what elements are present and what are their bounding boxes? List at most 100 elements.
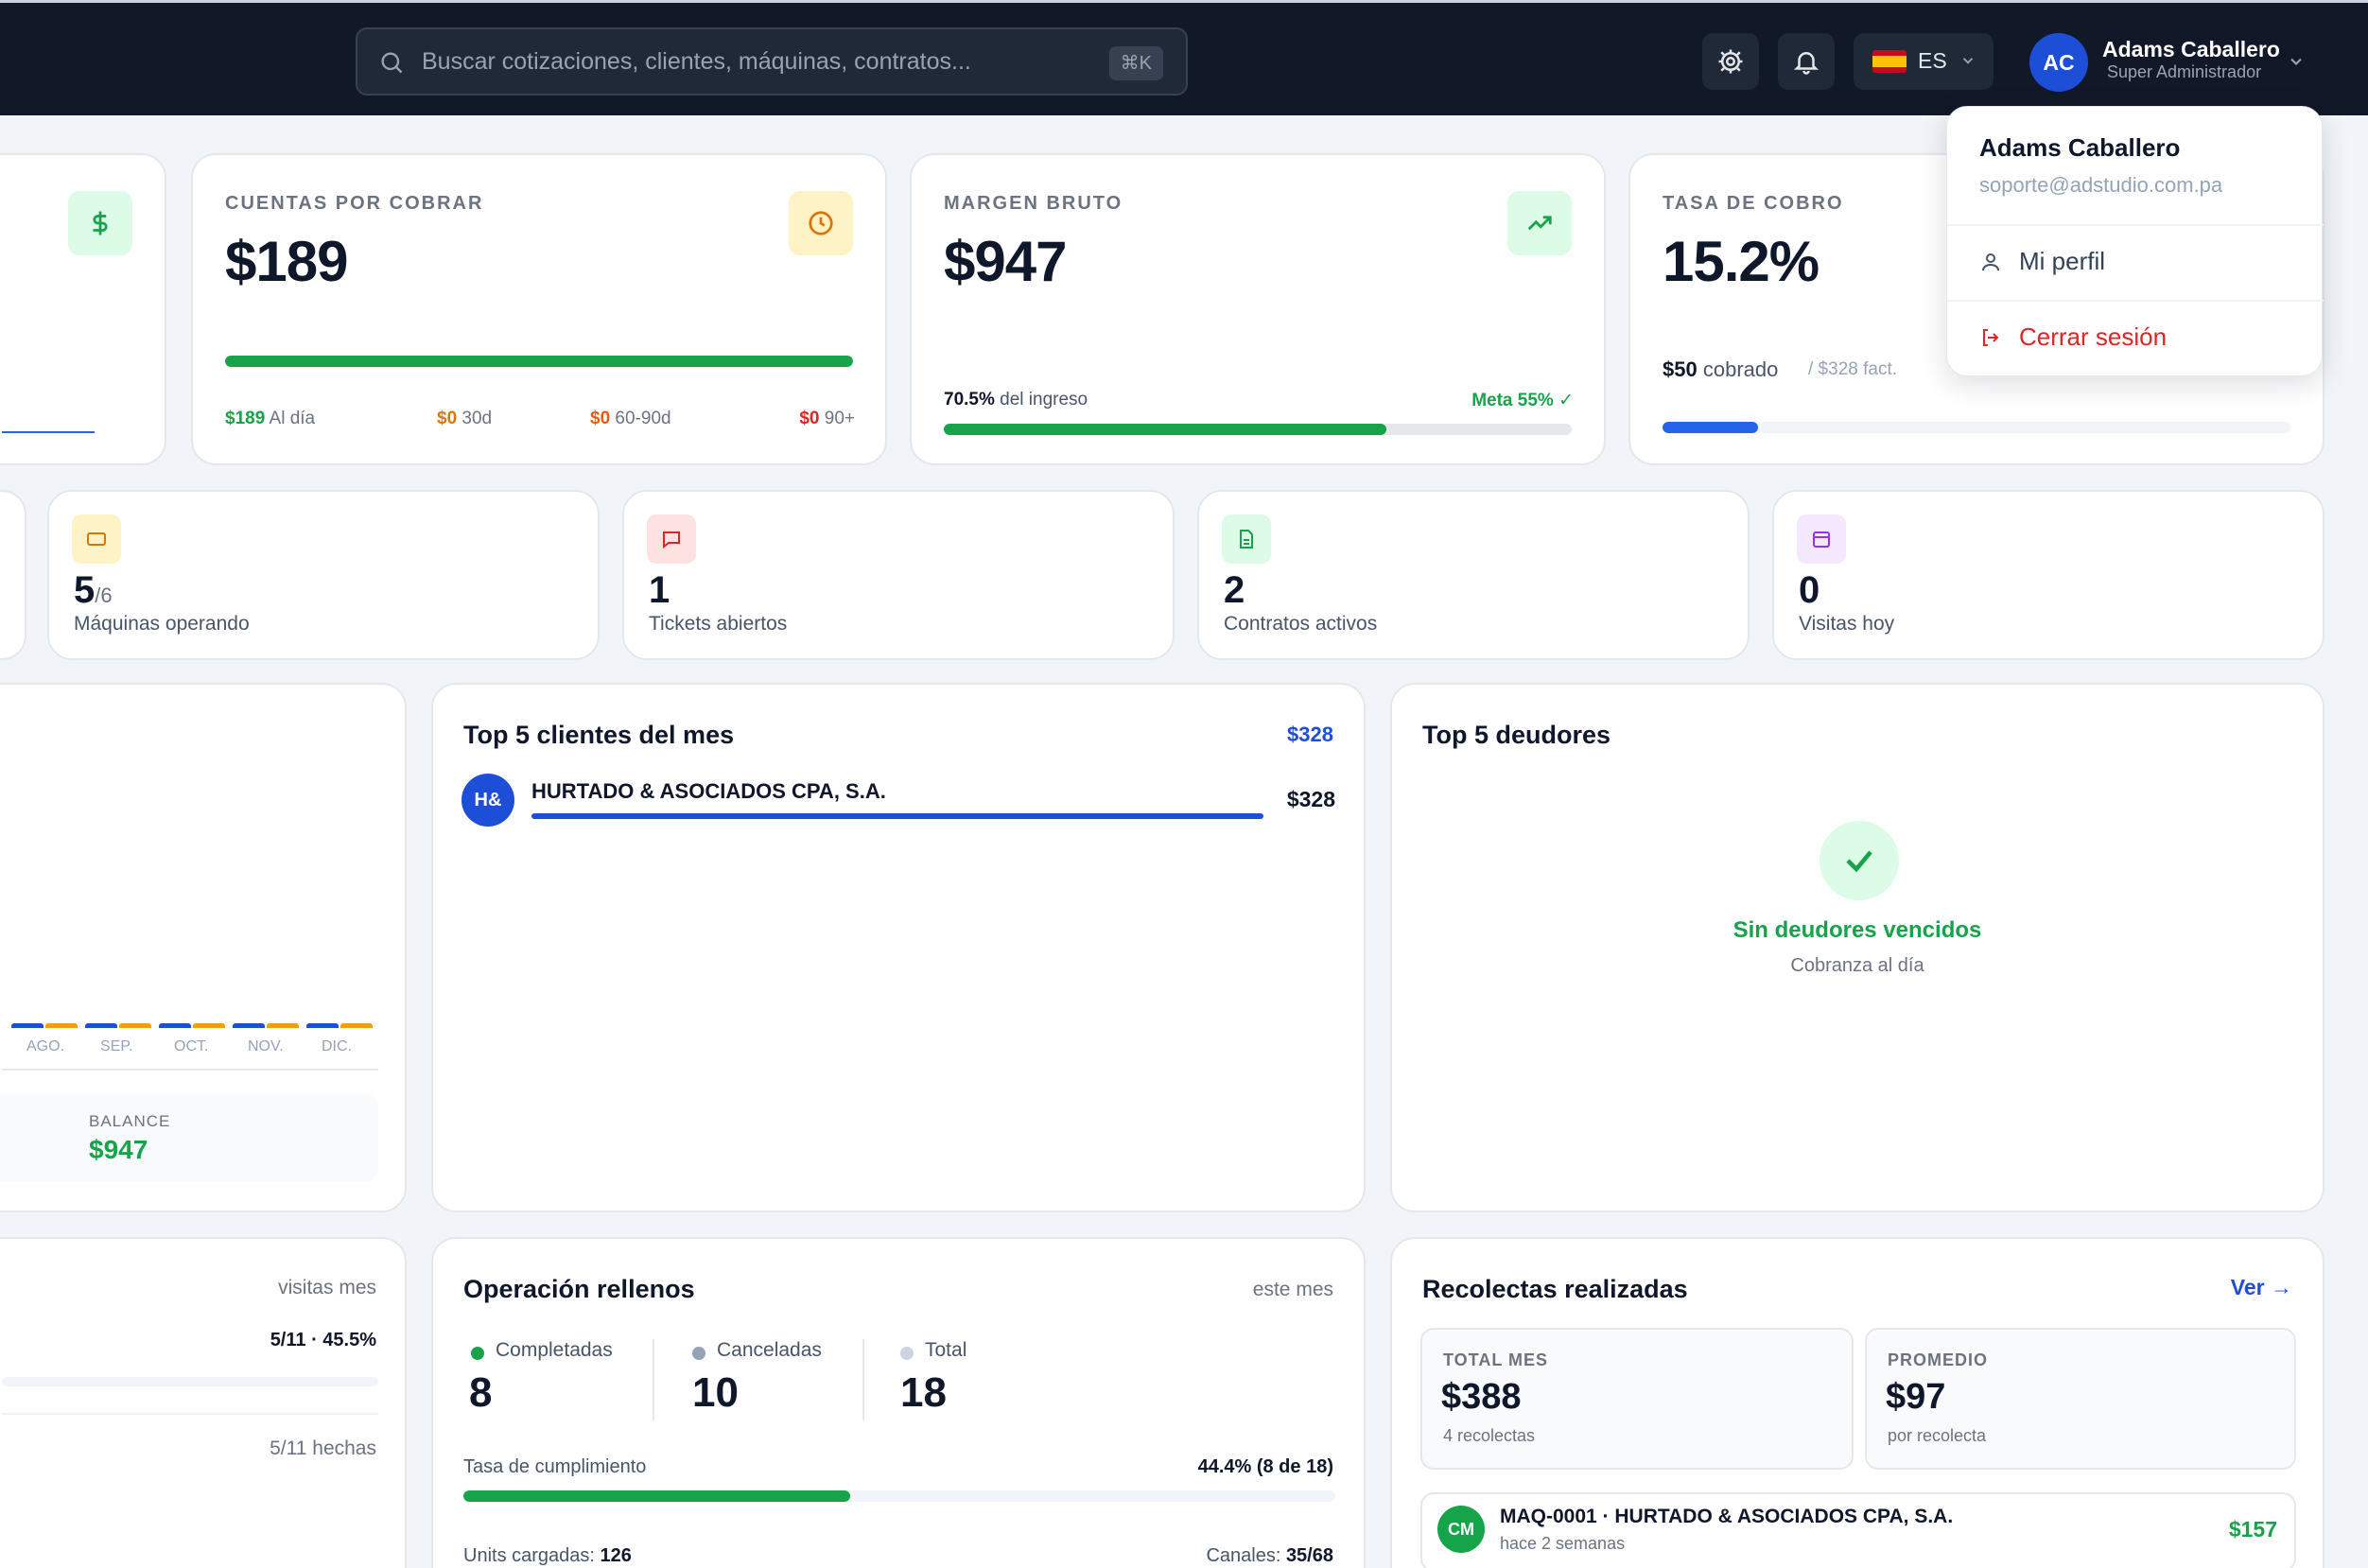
stat-card-partial xyxy=(0,490,26,660)
aging-bucket: $0 60-90d xyxy=(590,409,671,429)
chart-bar-expense xyxy=(193,1023,225,1028)
status-dot-cancelled xyxy=(692,1347,705,1360)
collection-amount: $157 xyxy=(2228,1517,2277,1542)
client-name: HURTADO & ASOCIADOS CPA, S.A. xyxy=(531,779,886,803)
aging-amount: $0 xyxy=(437,409,458,428)
aging-bucket: $189 Al día xyxy=(225,409,315,429)
kpi-label: MARGEN BRUTO xyxy=(944,193,1123,214)
refills-card: Operación rellenos este mes Completadas … xyxy=(431,1237,1366,1568)
collections-card: Recolectas realizadas Ver → TOTAL MES $3… xyxy=(1390,1237,2324,1568)
rate-label: Tasa de cumplimiento xyxy=(463,1456,647,1477)
chevron-down-icon[interactable] xyxy=(2287,52,2306,71)
client-amount: $328 xyxy=(1286,787,1335,811)
stat-card[interactable]: 2 Contratos activos xyxy=(1197,490,1750,660)
chart-bar-expense xyxy=(340,1023,373,1028)
aging-label: 90+ xyxy=(824,409,855,428)
top-clients-card: Top 5 clientes del mes $328 H& HURTADO & … xyxy=(431,683,1366,1212)
menu-item-label: Cerrar sesión xyxy=(2019,322,2168,351)
cancelled-count: 10 xyxy=(692,1369,739,1416)
chart-bar-expense xyxy=(119,1023,151,1028)
stat-card[interactable]: 0 Visitas hoy xyxy=(1772,490,2324,660)
margin-percent: 70.5% del ingreso xyxy=(944,390,1088,410)
progress-fill xyxy=(463,1490,851,1502)
empty-state-title: Sin deudores vencidos xyxy=(1732,917,1982,943)
card-title: Recolectas realizadas xyxy=(1422,1275,1688,1303)
trending-up-icon xyxy=(1507,191,1572,255)
chart-bar-income xyxy=(11,1023,44,1028)
menu-item-logout[interactable]: Cerrar sesión xyxy=(1979,322,2291,357)
collected-amount: $50 cobrado xyxy=(1663,357,1778,382)
card-title: Top 5 deudores xyxy=(1422,721,1611,749)
chart-axis-line xyxy=(2,1069,378,1071)
kpi-card-gross-margin: MARGEN BRUTO $947 70.5% del ingreso Meta… xyxy=(910,153,1606,465)
stat-sub: 4 recolectas xyxy=(1443,1426,1536,1445)
language-selector[interactable]: ES xyxy=(1854,33,1994,90)
collection-time: hace 2 semanas xyxy=(1500,1534,1626,1553)
view-all-link[interactable]: Ver → xyxy=(2230,1275,2292,1299)
document-icon xyxy=(1222,514,1271,564)
top-debtors-card: Top 5 deudores Sin deudores vencidos Cob… xyxy=(1390,683,2324,1212)
menu-item-profile[interactable]: Mi perfil xyxy=(1979,247,2291,281)
message-icon xyxy=(647,514,696,564)
visits-done: 5/11 hechas xyxy=(270,1437,376,1459)
user-icon xyxy=(1982,253,1999,271)
stat-label: PROMEDIO xyxy=(1888,1350,1989,1369)
aging-label: 30d xyxy=(461,409,493,428)
client-row[interactable]: H& HURTADO & ASOCIADOS CPA, S.A. $328 xyxy=(461,774,1335,830)
stat-value: 0 xyxy=(1799,569,1820,612)
total-month-box: TOTAL MES $388 4 recolectas xyxy=(1420,1328,1854,1470)
bell-icon xyxy=(1793,52,1820,75)
stat-suffix: /6 xyxy=(95,584,113,607)
fulfillment-progress-bar xyxy=(463,1490,1335,1502)
kpi-value: $947 xyxy=(944,230,1067,293)
aging-amount: $189 xyxy=(225,409,266,428)
income-chart-card-partial: AGO. SEP. OCT. NOV. DIC. BALANCE $947 xyxy=(0,683,407,1212)
progress-fill xyxy=(531,813,1263,819)
chart-tick-label: NOV. xyxy=(248,1038,284,1054)
rate-value: 44.4% (8 de 18) xyxy=(1197,1456,1333,1477)
progress-fill xyxy=(1663,422,1758,433)
stat-card[interactable]: 5/6 Máquinas operando xyxy=(47,490,600,660)
channels-value: 35/68 xyxy=(1285,1545,1333,1566)
divider xyxy=(862,1339,864,1420)
search-input[interactable]: Buscar cotizaciones, clientes, máquinas,… xyxy=(422,48,971,75)
check-icon xyxy=(1820,821,1899,900)
stat-card[interactable]: 1 Tickets abiertos xyxy=(622,490,1175,660)
user-avatar[interactable]: AC xyxy=(2029,33,2088,92)
global-search[interactable]: Buscar cotizaciones, clientes, máquinas,… xyxy=(356,27,1188,96)
menu-item-label: Mi perfil xyxy=(2019,247,2106,275)
chart-tick-label: AGO. xyxy=(26,1038,65,1054)
aging-label: 60-90d xyxy=(615,409,671,428)
completed-count: 8 xyxy=(469,1369,493,1416)
aging-amount: $0 xyxy=(590,409,611,428)
kpi-value: $189 xyxy=(225,230,348,293)
chart-bar-income xyxy=(159,1023,191,1028)
calendar-icon xyxy=(1797,514,1846,564)
progress-fill xyxy=(225,356,853,367)
units-loaded: Units cargadas: 126 xyxy=(463,1545,632,1567)
dollar-icon xyxy=(68,191,132,255)
search-shortcut-badge: ⌘K xyxy=(1108,46,1163,80)
collection-row[interactable]: CM MAQ-0001 · HURTADO & ASOCIADOS CPA, S.… xyxy=(1420,1492,2296,1568)
balance-box: BALANCE $947 xyxy=(0,1093,378,1182)
stat-label: Tickets abiertos xyxy=(649,613,788,635)
kpi-value: 15.2% xyxy=(1663,230,1820,293)
chart-bar-income xyxy=(233,1023,265,1028)
stat-value: $388 xyxy=(1441,1377,1522,1417)
collection-avatar: CM xyxy=(1437,1506,1485,1553)
stat-label: Visitas hoy xyxy=(1799,613,1895,635)
visits-stat: 5/11 · 45.5% xyxy=(270,1330,376,1350)
clock-icon xyxy=(789,191,853,255)
stat-value: 5/6 xyxy=(74,569,113,612)
balance-value: $947 xyxy=(89,1135,148,1164)
user-name[interactable]: Adams Caballero xyxy=(2102,37,2280,61)
client-share-bar xyxy=(531,813,1263,819)
divider xyxy=(1947,300,2324,302)
settings-button[interactable] xyxy=(1702,33,1759,90)
top-clients-total: $328 xyxy=(1287,723,1333,746)
chart-bar-expense xyxy=(267,1023,299,1028)
language-code: ES xyxy=(1918,48,1947,73)
kpi-card-receivables: CUENTAS POR COBRAR $189 $189 Al día $0 30… xyxy=(191,153,887,465)
margin-progress-bar xyxy=(944,424,1572,435)
notifications-button[interactable] xyxy=(1778,33,1835,90)
